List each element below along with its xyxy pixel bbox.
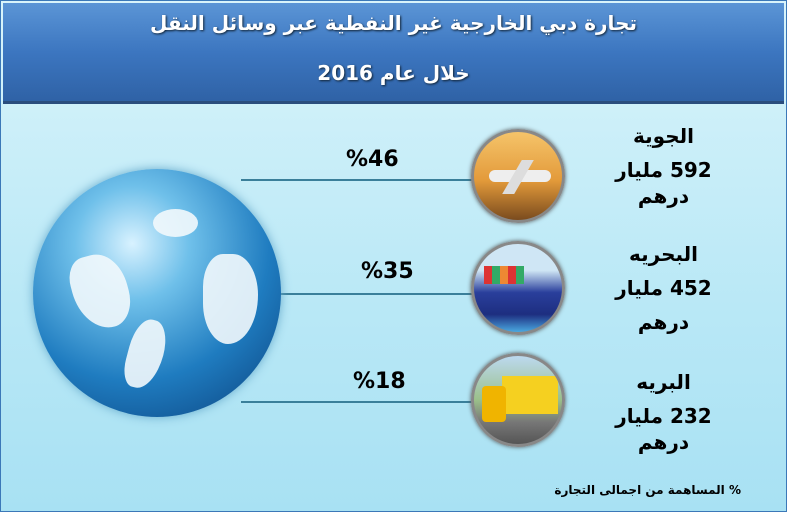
mode-value: 452 مليار [615,276,712,300]
header: تجارة دبي الخارجية غير النفطية عبر وسائل… [3,3,784,104]
mode-value: 592 مليار [615,158,712,182]
mode-value: 232 مليار [615,404,712,428]
connector-land [241,401,476,403]
air-info: الجوية 592 مليار درهم [601,123,726,209]
airplane-icon [471,129,565,223]
title: تجارة دبي الخارجية غير النفطية عبر وسائل… [150,11,637,35]
mode-unit: درهم [637,184,690,208]
land-info: البريه 232 مليار درهم [601,369,726,455]
percent-air: %46 [346,147,399,172]
connector-air [241,179,476,181]
mode-unit: درهم [637,310,690,334]
truck-icon [471,353,565,447]
mode-unit: درهم [637,430,690,454]
sea-info: البحريه 452 مليار درهم [601,241,726,335]
percent-land: %18 [353,369,406,394]
percent-sea: %35 [361,259,414,284]
mode-name: البريه [636,370,691,394]
subtitle: خلال عام 2016 [317,61,470,85]
mode-name: البحريه [628,242,699,266]
footnote: % المساهمة من اجمالى التجارة [554,483,741,497]
connector-sea [271,293,476,295]
globe-icon [33,169,281,417]
cargo-ship-icon [471,241,565,335]
mode-name: الجوية [633,124,694,148]
